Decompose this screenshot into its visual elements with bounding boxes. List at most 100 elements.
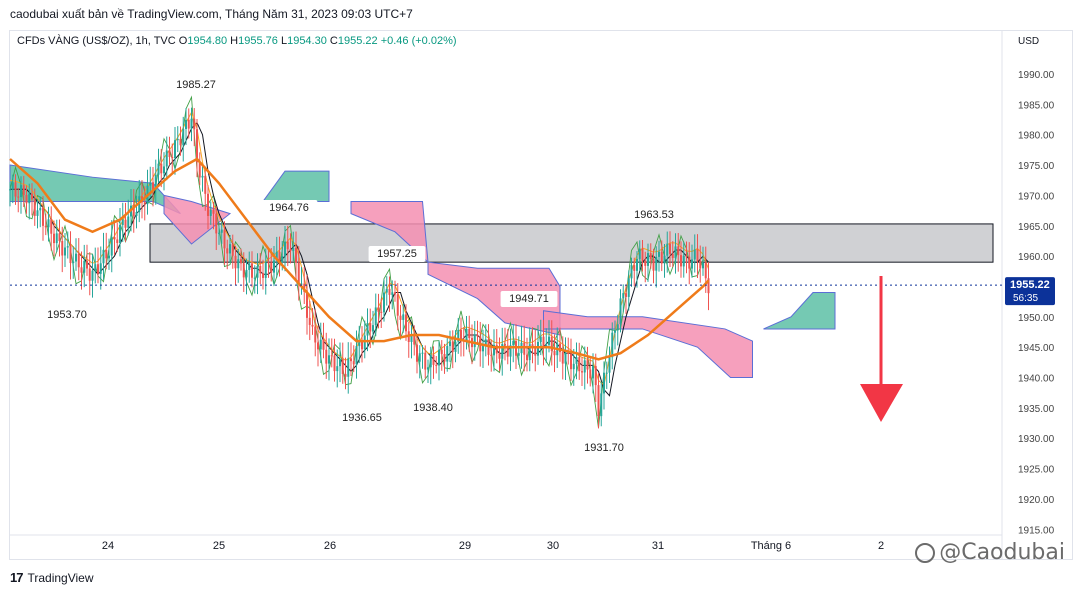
candle-body bbox=[358, 341, 361, 347]
candle-body bbox=[44, 225, 47, 228]
candle-body bbox=[289, 249, 292, 252]
candle-body bbox=[517, 353, 520, 356]
candle-body bbox=[482, 344, 484, 352]
candle-body bbox=[465, 328, 468, 342]
annotation-box bbox=[625, 207, 683, 223]
tradingview-logo-icon: 17 bbox=[10, 570, 24, 585]
candle-body bbox=[143, 202, 146, 205]
candle-body bbox=[438, 349, 440, 366]
candle-body bbox=[190, 118, 193, 129]
candle-body bbox=[523, 342, 526, 355]
candle-body bbox=[594, 366, 597, 386]
candle-body bbox=[589, 369, 592, 379]
candle-body bbox=[270, 262, 273, 273]
price-annotation: 1957.25 bbox=[377, 248, 417, 260]
candle-body bbox=[185, 119, 187, 129]
candle-body bbox=[333, 355, 336, 372]
bar-countdown-label: 56:35 bbox=[1013, 293, 1038, 304]
candle-body bbox=[361, 341, 363, 350]
candle-body bbox=[446, 346, 449, 362]
price-axis-tick: 1960.00 bbox=[1018, 252, 1055, 263]
candle-body bbox=[625, 293, 627, 297]
price-axis-tick: 1915.00 bbox=[1018, 525, 1055, 536]
candle-body bbox=[94, 264, 97, 271]
candle-body bbox=[671, 253, 674, 258]
candle-body bbox=[614, 330, 616, 333]
candle-body bbox=[506, 345, 509, 357]
time-axis-tick: 2 bbox=[878, 540, 884, 552]
candle-body bbox=[355, 346, 358, 365]
candle-body bbox=[99, 263, 102, 274]
candle-body bbox=[685, 255, 688, 257]
candle-body bbox=[674, 246, 677, 258]
time-axis-tick: 25 bbox=[213, 540, 225, 552]
candle-body bbox=[399, 315, 402, 320]
candle-body bbox=[696, 249, 699, 262]
time-axis-tick: 29 bbox=[459, 540, 471, 552]
candle-body bbox=[369, 323, 372, 332]
candle-body bbox=[449, 341, 451, 347]
candle-body bbox=[600, 393, 603, 417]
candle-body bbox=[119, 224, 121, 244]
price-axis-tick: 1945.00 bbox=[1018, 343, 1055, 354]
candle-body bbox=[424, 352, 427, 370]
candle-body bbox=[113, 237, 116, 240]
candle-body bbox=[663, 255, 666, 264]
candle-body bbox=[666, 243, 669, 256]
candle-body bbox=[644, 260, 647, 266]
candle-body bbox=[20, 185, 22, 198]
candle-body bbox=[212, 209, 215, 214]
candle-body bbox=[231, 244, 234, 256]
candle-body bbox=[251, 263, 253, 278]
candle-body bbox=[124, 219, 127, 228]
candle-body bbox=[237, 259, 240, 269]
candle-body bbox=[550, 336, 553, 351]
candle-body bbox=[14, 182, 17, 197]
candle-body bbox=[655, 256, 658, 271]
candle-body bbox=[638, 248, 641, 259]
candle-body bbox=[102, 249, 105, 264]
candle-body bbox=[198, 162, 201, 178]
candle-body bbox=[55, 233, 58, 244]
candle-body bbox=[47, 219, 50, 228]
candle-body bbox=[201, 175, 204, 178]
legend-open: 1954.80 bbox=[187, 35, 228, 47]
price-annotation: 1949.71 bbox=[509, 293, 549, 305]
price-axis-tick: 1920.00 bbox=[1018, 495, 1055, 506]
candle-body bbox=[495, 344, 498, 354]
candle-body bbox=[344, 373, 347, 377]
weibo-icon bbox=[915, 542, 936, 563]
brand-label: TradingView bbox=[27, 570, 94, 585]
price-axis-tick: 1930.00 bbox=[1018, 434, 1055, 445]
time-axis-tick: 31 bbox=[652, 540, 664, 552]
candle-body bbox=[284, 241, 286, 257]
price-annotation: 1985.27 bbox=[176, 79, 216, 91]
candle-body bbox=[682, 255, 685, 267]
candle-body bbox=[300, 283, 303, 285]
candle-body bbox=[105, 249, 108, 259]
price-axis-tick: 1965.00 bbox=[1018, 222, 1055, 233]
candle-body bbox=[680, 255, 682, 267]
candle-body bbox=[207, 193, 209, 216]
candle-body bbox=[152, 182, 154, 190]
candle-body bbox=[603, 372, 605, 394]
candle-body bbox=[388, 288, 391, 295]
tradingview-brand[interactable]: 17 TradingView bbox=[10, 570, 94, 585]
candle-body bbox=[391, 292, 394, 295]
time-axis-tick: 30 bbox=[547, 540, 559, 552]
candle-body bbox=[42, 208, 44, 226]
kumo-cloud bbox=[763, 292, 836, 330]
candle-body bbox=[322, 339, 325, 350]
candle-body bbox=[286, 241, 289, 250]
candle-body bbox=[176, 138, 179, 141]
legend-change: +0.46 (+0.02%) bbox=[380, 35, 457, 47]
candle-body bbox=[171, 156, 174, 159]
candle-body bbox=[83, 260, 86, 273]
candle-body bbox=[548, 336, 550, 345]
candle-body bbox=[75, 253, 77, 262]
candle-body bbox=[693, 249, 696, 260]
candle-body bbox=[490, 354, 493, 356]
candle-body bbox=[77, 253, 80, 268]
candle-body bbox=[652, 258, 655, 271]
